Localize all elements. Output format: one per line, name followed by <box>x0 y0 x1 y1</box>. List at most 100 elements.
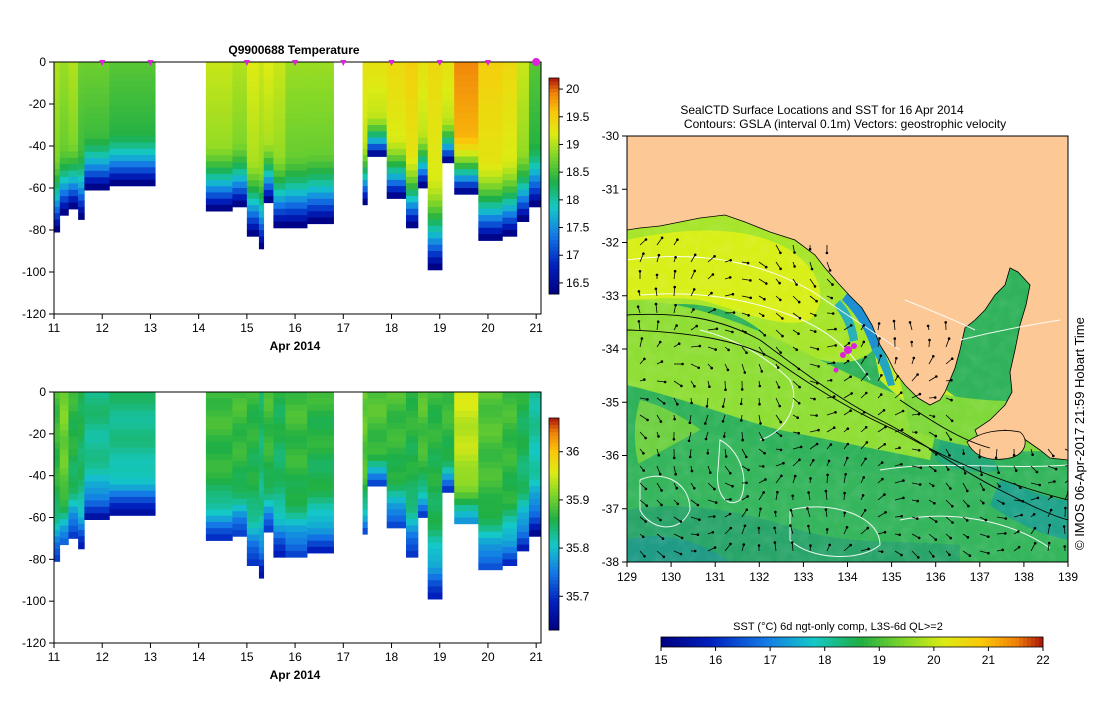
colorbar-segment <box>549 218 559 222</box>
profile-cell <box>367 94 387 101</box>
profile-cell <box>363 180 368 187</box>
profile-cell <box>206 180 233 187</box>
velocity-arrowhead <box>780 421 782 423</box>
velocity-arrowhead <box>716 328 718 330</box>
y-tick-label: -40 <box>29 469 47 483</box>
profile-cell <box>259 218 264 225</box>
profile-cell <box>109 485 155 492</box>
velocity-arrowhead <box>811 268 813 270</box>
velocity-arrowhead <box>967 536 969 538</box>
colorbar-tick-label: 17 <box>566 248 580 262</box>
profile-cell <box>363 510 368 517</box>
profile-cell <box>285 81 307 88</box>
profile-cell <box>84 462 109 469</box>
profile-cell <box>406 513 418 520</box>
profile-cell <box>454 511 478 518</box>
velocity-arrowhead <box>917 374 919 376</box>
profile-cell <box>363 118 368 125</box>
colorbar-segment <box>549 197 559 201</box>
profile-cell <box>54 530 60 537</box>
velocity-arrowhead <box>863 477 865 479</box>
profile-cell <box>232 474 247 481</box>
colorbar-segment <box>549 280 559 284</box>
profile-cell <box>60 151 69 158</box>
profile-cell <box>454 125 478 132</box>
profile-cell <box>478 525 502 532</box>
profile-cell <box>517 430 529 437</box>
profile-cell <box>54 555 60 562</box>
profile-cell <box>502 199 517 206</box>
velocity-arrowhead <box>780 268 782 270</box>
profile-cell <box>367 144 387 151</box>
profile-cell <box>232 455 247 462</box>
profile-cell <box>478 532 502 539</box>
velocity-arrowhead <box>919 393 921 395</box>
profile-cell <box>363 454 368 461</box>
profile-cell <box>264 411 274 418</box>
profile-cell <box>502 187 517 194</box>
velocity-arrowhead <box>950 439 952 441</box>
profile-cell <box>54 411 60 418</box>
profile-cell <box>78 175 85 182</box>
profile-cell <box>442 436 454 443</box>
profile-cell <box>78 125 85 132</box>
profile-cell <box>517 468 529 475</box>
profile-cell <box>273 513 285 520</box>
profile-cell <box>78 436 85 443</box>
profile-cell <box>529 442 541 449</box>
temperature-chart: Q9900688 Temperature 0-20-40-60-80-100-1… <box>22 43 590 353</box>
velocity-arrowhead <box>794 266 796 268</box>
profile-cell <box>529 182 541 189</box>
velocity-arrowhead <box>728 349 730 351</box>
profile-cell <box>247 466 259 473</box>
profile-cell <box>285 113 307 120</box>
profile-cell <box>478 494 502 501</box>
colorbar-segment <box>896 637 900 647</box>
velocity-arrowhead <box>746 509 748 511</box>
profile-cell <box>478 164 502 171</box>
profile-cell <box>428 106 443 113</box>
y-tick-label: 0 <box>39 55 46 69</box>
profile-cell <box>418 150 428 157</box>
profile-cell <box>502 149 517 156</box>
profile-cell <box>478 468 502 475</box>
velocity-arrowhead <box>951 505 953 507</box>
profile-cell <box>206 93 233 100</box>
velocity-arrowhead <box>881 374 883 376</box>
profile-cell <box>285 430 307 437</box>
velocity-arrowhead <box>1002 549 1004 551</box>
profile-cell <box>247 541 259 548</box>
profile-cell <box>109 62 155 69</box>
lon-tick-label: 138 <box>1014 570 1034 584</box>
colorbar-segment <box>549 460 559 464</box>
profile-cell <box>259 522 264 529</box>
profile-cell <box>109 497 155 504</box>
profile-cell <box>428 486 443 493</box>
profile-cell <box>259 243 264 250</box>
velocity-arrowhead <box>730 499 732 501</box>
profile-cell <box>264 164 274 171</box>
profile-cell <box>259 99 264 106</box>
profile-cell <box>259 212 264 219</box>
colorbar-tick-label: 16 <box>709 653 723 667</box>
x-tick-label: 16 <box>288 321 302 335</box>
profile-cell <box>247 124 259 131</box>
velocity-arrowhead <box>835 328 837 330</box>
profile-cell <box>428 417 443 424</box>
profile-cell <box>478 158 502 165</box>
velocity-arrowhead <box>979 456 981 458</box>
lon-tick-label: 132 <box>749 570 769 584</box>
colorbar-segment <box>549 595 559 599</box>
profile-cell <box>442 94 454 101</box>
velocity-arrowhead <box>1064 546 1066 548</box>
profile-cell <box>264 443 274 450</box>
velocity-arrowhead <box>661 490 663 492</box>
profile-cell <box>529 201 541 208</box>
profile-cell <box>502 398 517 405</box>
colorbar-segment <box>800 637 804 647</box>
profile-cell <box>68 94 78 101</box>
profile-cell <box>387 105 407 112</box>
profile-cell <box>454 455 478 462</box>
velocity-arrowhead <box>722 420 724 422</box>
profile-cell <box>517 190 529 197</box>
